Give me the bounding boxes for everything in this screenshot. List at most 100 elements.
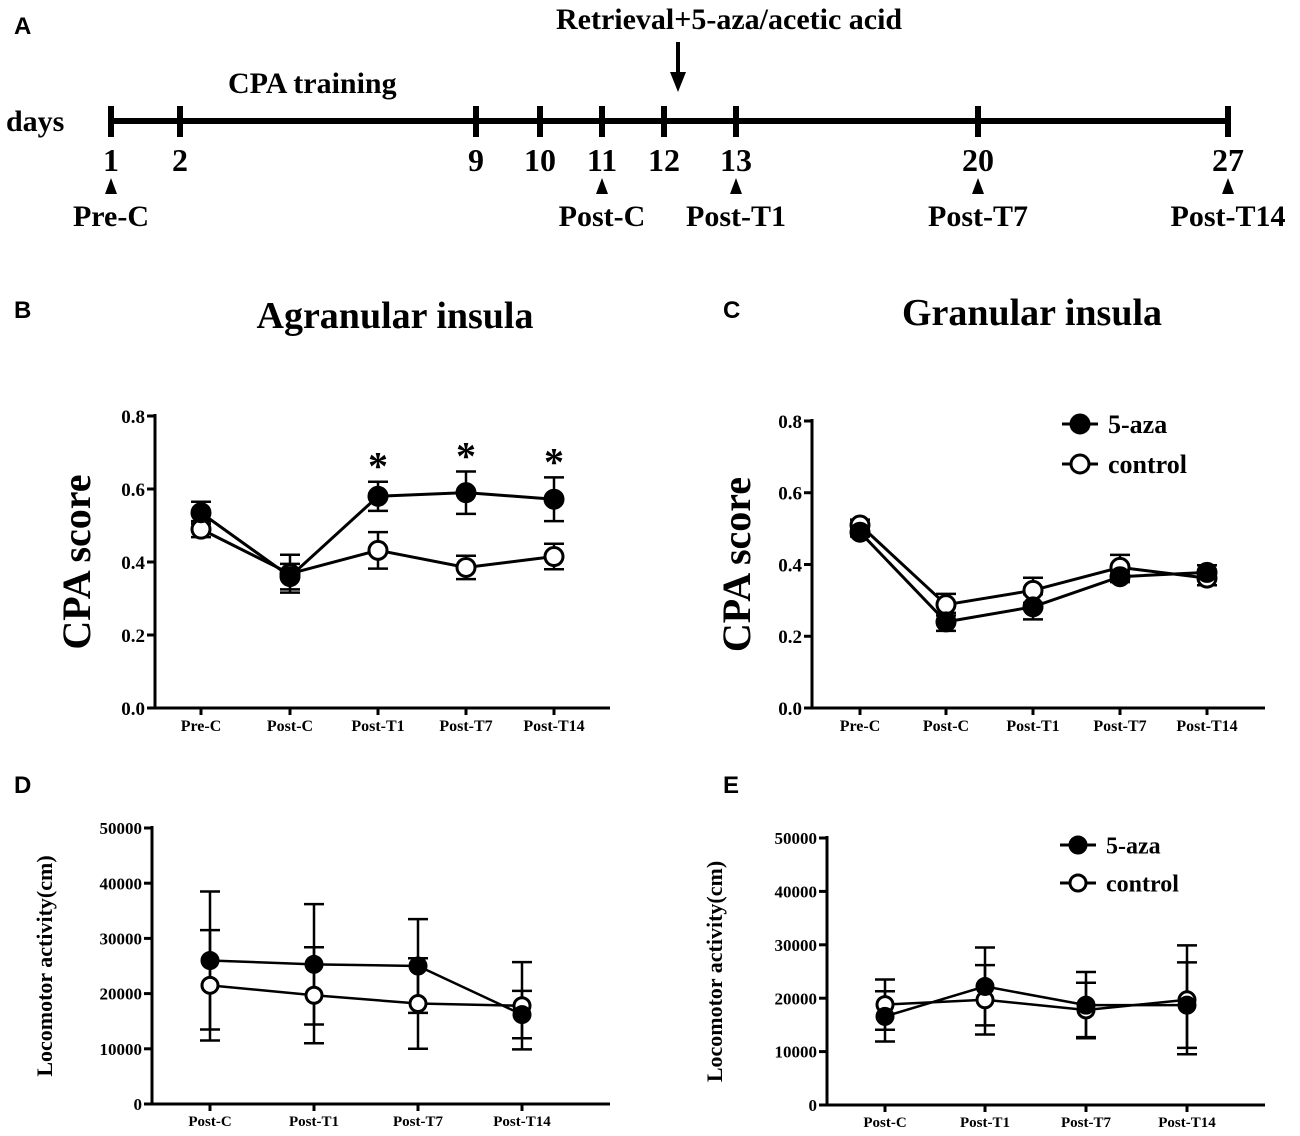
data-point-open	[408, 994, 428, 1014]
y-tick-label: 0.0	[778, 699, 802, 720]
data-point-filled	[455, 482, 477, 504]
y-tick-label: 0.4	[121, 553, 145, 574]
y-tick-label: 10000	[775, 1043, 818, 1062]
data-point-filled	[367, 485, 389, 507]
data-point-filled	[1076, 995, 1096, 1015]
data-point-filled	[1109, 566, 1131, 588]
y-tick-label: 20000	[775, 989, 818, 1008]
y-axis-label: Locomotor activity(cm)	[702, 861, 727, 1082]
chart-granular-insula: Granular insula CPA score 0.0 0.2 0.4 0.6 0.8 P…	[714, 292, 1265, 735]
panel-label-a: A	[14, 13, 31, 40]
panel-label-e: E	[723, 772, 739, 799]
x-tick-label: Post-T14	[1176, 718, 1237, 735]
x-tick-label: Post-T1	[289, 1114, 339, 1130]
legend-label: control	[1106, 871, 1179, 897]
y-axis-label: CPA score	[54, 474, 99, 649]
x-tick-label: Post-T14	[1158, 1115, 1216, 1131]
timeline-day-label: 12	[648, 142, 680, 178]
x-tick-label: Post-C	[267, 718, 313, 735]
data-point-filled	[200, 950, 220, 970]
legend-marker-filled	[1069, 413, 1091, 435]
legend-label: 5-aza	[1106, 833, 1161, 859]
timeline-day-label: 13	[720, 142, 752, 178]
legend-marker-open	[1068, 873, 1088, 893]
y-tick-label: 0.6	[778, 484, 802, 505]
chart-title: Agranular insula	[257, 295, 534, 337]
significance-star: *	[456, 433, 476, 478]
y-tick-label: 0.0	[121, 699, 145, 720]
data-point-filled	[1022, 596, 1044, 618]
x-tick-label: Post-C	[863, 1115, 906, 1131]
y-tick-label: 30000	[100, 930, 143, 949]
x-tick-label: Pre-C	[181, 718, 222, 735]
data-point-filled	[875, 1006, 895, 1026]
series-line-control	[209, 984, 523, 1007]
data-point-open	[200, 975, 220, 995]
timeline-day-label: 11	[587, 142, 617, 178]
y-tick-label: 0	[809, 1096, 818, 1115]
x-tick-label: Post-C	[188, 1114, 231, 1130]
timeline-day-label: 10	[524, 142, 556, 178]
series-line-5-aza	[884, 985, 1187, 1018]
legend-marker-filled	[1068, 835, 1088, 855]
timeline-days-label: days	[6, 105, 64, 138]
data-point-open	[304, 985, 324, 1005]
panel-label-c: C	[723, 297, 740, 324]
x-tick-label: Post-T14	[523, 718, 584, 735]
legend-marker-open	[1069, 453, 1091, 475]
timeline-day-label: 1	[103, 142, 119, 178]
data-point-filled	[1196, 561, 1218, 583]
x-tick-label: Post-T1	[960, 1115, 1010, 1131]
y-axis-label: CPA score	[714, 477, 759, 652]
retrieval-arrow-head	[670, 72, 686, 92]
data-point-filled	[849, 521, 871, 543]
y-tick-label: 0.2	[778, 627, 802, 648]
test-label: Post-T7	[928, 200, 1028, 233]
data-point-filled	[1177, 995, 1197, 1015]
legend-label: 5-aza	[1108, 410, 1167, 439]
y-tick-label: 0.8	[778, 412, 802, 433]
data-point-filled	[512, 1005, 532, 1025]
significance-star: *	[544, 439, 564, 484]
data-point-open	[935, 594, 957, 616]
y-tick-label: 0.2	[121, 626, 145, 647]
y-tick-label: 30000	[775, 936, 818, 955]
test-arrow-marker	[972, 178, 984, 194]
data-point-open	[543, 546, 565, 568]
timeline-day-label: 20	[962, 142, 994, 178]
y-tick-label: 0	[134, 1095, 143, 1114]
y-tick-label: 20000	[100, 985, 143, 1004]
x-tick-label: Post-T7	[439, 718, 492, 735]
test-arrow-marker	[105, 178, 117, 194]
chart-title: Granular insula	[902, 292, 1162, 334]
timeline-training-label: CPA training	[228, 67, 397, 100]
test-arrow-marker	[1222, 178, 1234, 194]
data-point-filled	[190, 502, 212, 524]
data-point-filled	[304, 954, 324, 974]
timeline-day-label: 2	[172, 142, 188, 178]
significance-star: *	[368, 444, 388, 489]
test-label: Post-T14	[1171, 200, 1286, 233]
x-tick-label: Post-T7	[1093, 718, 1146, 735]
y-tick-label: 40000	[100, 874, 143, 893]
data-point-filled	[279, 566, 301, 588]
data-point-filled	[408, 956, 428, 976]
panel-label-b: B	[14, 297, 31, 324]
legend-label: control	[1108, 450, 1187, 479]
test-label: Post-T1	[686, 200, 786, 233]
data-point-filled	[935, 611, 957, 633]
y-tick-label: 10000	[100, 1040, 143, 1059]
y-tick-label: 0.4	[778, 555, 802, 576]
x-tick-label: Post-T7	[1061, 1115, 1111, 1131]
y-tick-label: 0.6	[121, 480, 145, 501]
test-arrow-marker	[730, 178, 742, 194]
test-label: Post-C	[559, 200, 646, 233]
timeline-retrieval-label: Retrieval+5-aza/acetic acid	[556, 3, 902, 36]
y-tick-label: 0.8	[121, 407, 145, 428]
y-axis-label: Locomotor activity(cm)	[32, 855, 57, 1076]
x-tick-label: Post-T1	[1006, 718, 1059, 735]
data-point-open	[367, 539, 389, 561]
timeline-panel: days CPA training Retrieval+5-aza/acetic…	[6, 3, 1286, 233]
x-tick-label: Post-C	[923, 718, 969, 735]
